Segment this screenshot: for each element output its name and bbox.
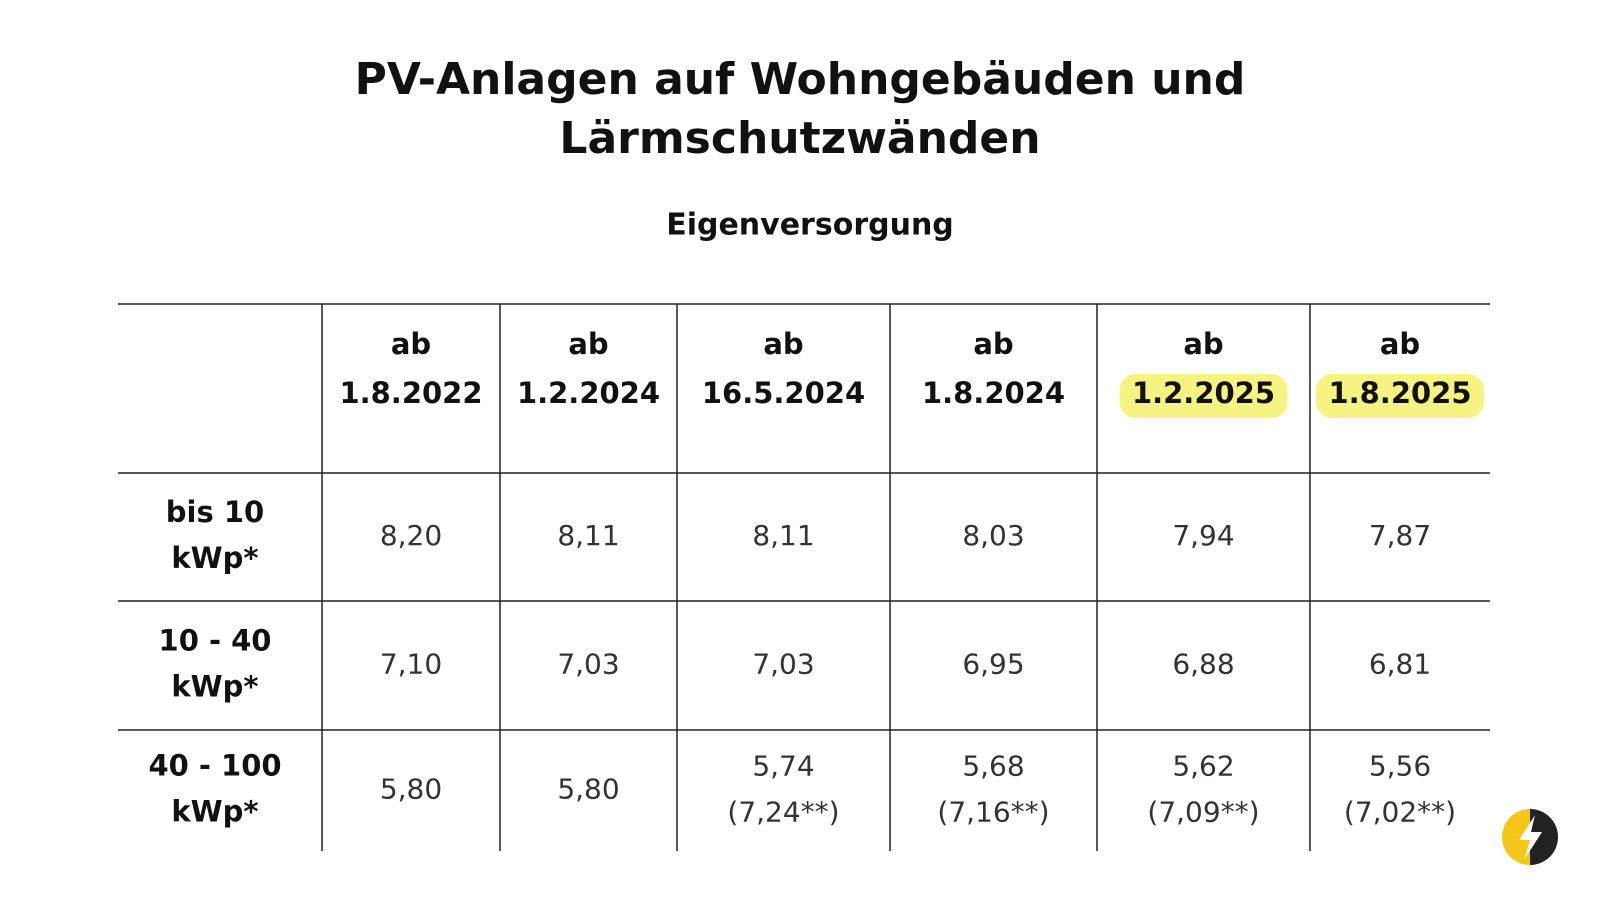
cell: 5,56 — [1369, 750, 1431, 783]
cell: 8,11 — [752, 519, 814, 552]
cell: 6,81 — [1369, 648, 1431, 681]
cell: 5,80 — [557, 773, 619, 806]
cell: (7,24**) — [727, 796, 839, 829]
cell: 5,74 — [752, 750, 814, 783]
row-label: kWp* — [171, 670, 258, 704]
column-date: 1.8.2025 — [1328, 376, 1471, 410]
row-label: kWp* — [171, 795, 258, 829]
highlight — [1316, 374, 1484, 418]
row-label: 10 - 40 — [159, 624, 272, 658]
cell: 5,62 — [1172, 750, 1234, 783]
column-date: 16.5.2024 — [702, 376, 865, 410]
cell: 7,94 — [1172, 519, 1234, 552]
cell: 8,11 — [557, 519, 619, 552]
cell: 7,10 — [380, 648, 442, 681]
cell: 5,68 — [962, 750, 1024, 783]
subtitle: Eigenversorgung — [666, 208, 954, 243]
cell: 7,03 — [752, 648, 814, 681]
column-prefix: ab — [568, 327, 608, 361]
cell: (7,09**) — [1147, 796, 1259, 829]
row-label: kWp* — [171, 541, 258, 575]
cell: 8,20 — [380, 519, 442, 552]
column-prefix: ab — [973, 327, 1013, 361]
cell: (7,02**) — [1344, 796, 1456, 829]
title: PV-Anlagen auf Wohngebäuden und — [355, 54, 1246, 105]
cell: (7,16**) — [937, 796, 1049, 829]
column-prefix: ab — [1183, 327, 1223, 361]
column-prefix: ab — [763, 327, 803, 361]
column-date: 1.8.2024 — [922, 376, 1065, 410]
column-prefix: ab — [391, 327, 431, 361]
row-label: 40 - 100 — [148, 749, 281, 783]
cell: 7,03 — [557, 648, 619, 681]
column-date: 1.2.2025 — [1132, 376, 1275, 410]
cell: 5,80 — [380, 773, 442, 806]
column-prefix: ab — [1380, 327, 1420, 361]
cell: 6,95 — [962, 648, 1024, 681]
column-date: 1.2.2024 — [517, 376, 660, 410]
cell: 7,87 — [1369, 519, 1431, 552]
cell: 8,03 — [962, 519, 1024, 552]
highlight — [1119, 374, 1288, 418]
row-label: bis 10 — [166, 495, 264, 529]
title: Lärmschutzwänden — [559, 113, 1040, 164]
cell: 6,88 — [1172, 648, 1234, 681]
column-date: 1.8.2022 — [339, 376, 482, 410]
logo — [1502, 809, 1558, 865]
